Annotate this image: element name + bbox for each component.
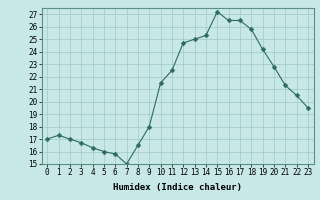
X-axis label: Humidex (Indice chaleur): Humidex (Indice chaleur) (113, 183, 242, 192)
